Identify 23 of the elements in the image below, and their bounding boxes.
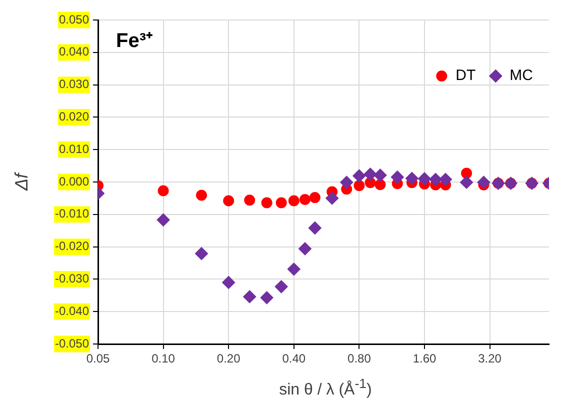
x-axis-title: sin θ / λ (Å$^{-1}$) (278, 376, 373, 400)
x-tick-label: 0.80 (348, 352, 372, 366)
y-tick-label: 0.030 (58, 77, 90, 92)
legend-label: DT (456, 67, 476, 84)
y-tick-label: 0.040 (58, 44, 90, 59)
x-tick-label: 0.20 (216, 352, 241, 366)
y-tick-label: -0.040 (54, 304, 90, 318)
y-tick-label: 0.020 (58, 110, 90, 124)
y-tick-label: 0.000 (58, 174, 90, 188)
y-tick-label: -0.020 (54, 239, 90, 254)
legend-label: MC (510, 67, 534, 84)
y-tick-label: -0.050 (54, 336, 90, 350)
x-tick-label: 0.10 (152, 352, 176, 366)
x-tick-label: 3.20 (478, 352, 502, 366)
y-axis-title: Δf (12, 173, 32, 191)
y-tick-label: -0.010 (54, 206, 90, 221)
x-tick-label: 1.60 (412, 352, 436, 366)
text: Fe³⁺ (116, 29, 153, 53)
y-tick-label: 0.050 (58, 12, 90, 26)
x-tick-label: 0.05 (86, 352, 110, 366)
y-tick-label: -0.030 (54, 272, 90, 286)
y-tick-label: 0.010 (58, 142, 90, 156)
x-tick-label: 0.40 (282, 352, 306, 366)
